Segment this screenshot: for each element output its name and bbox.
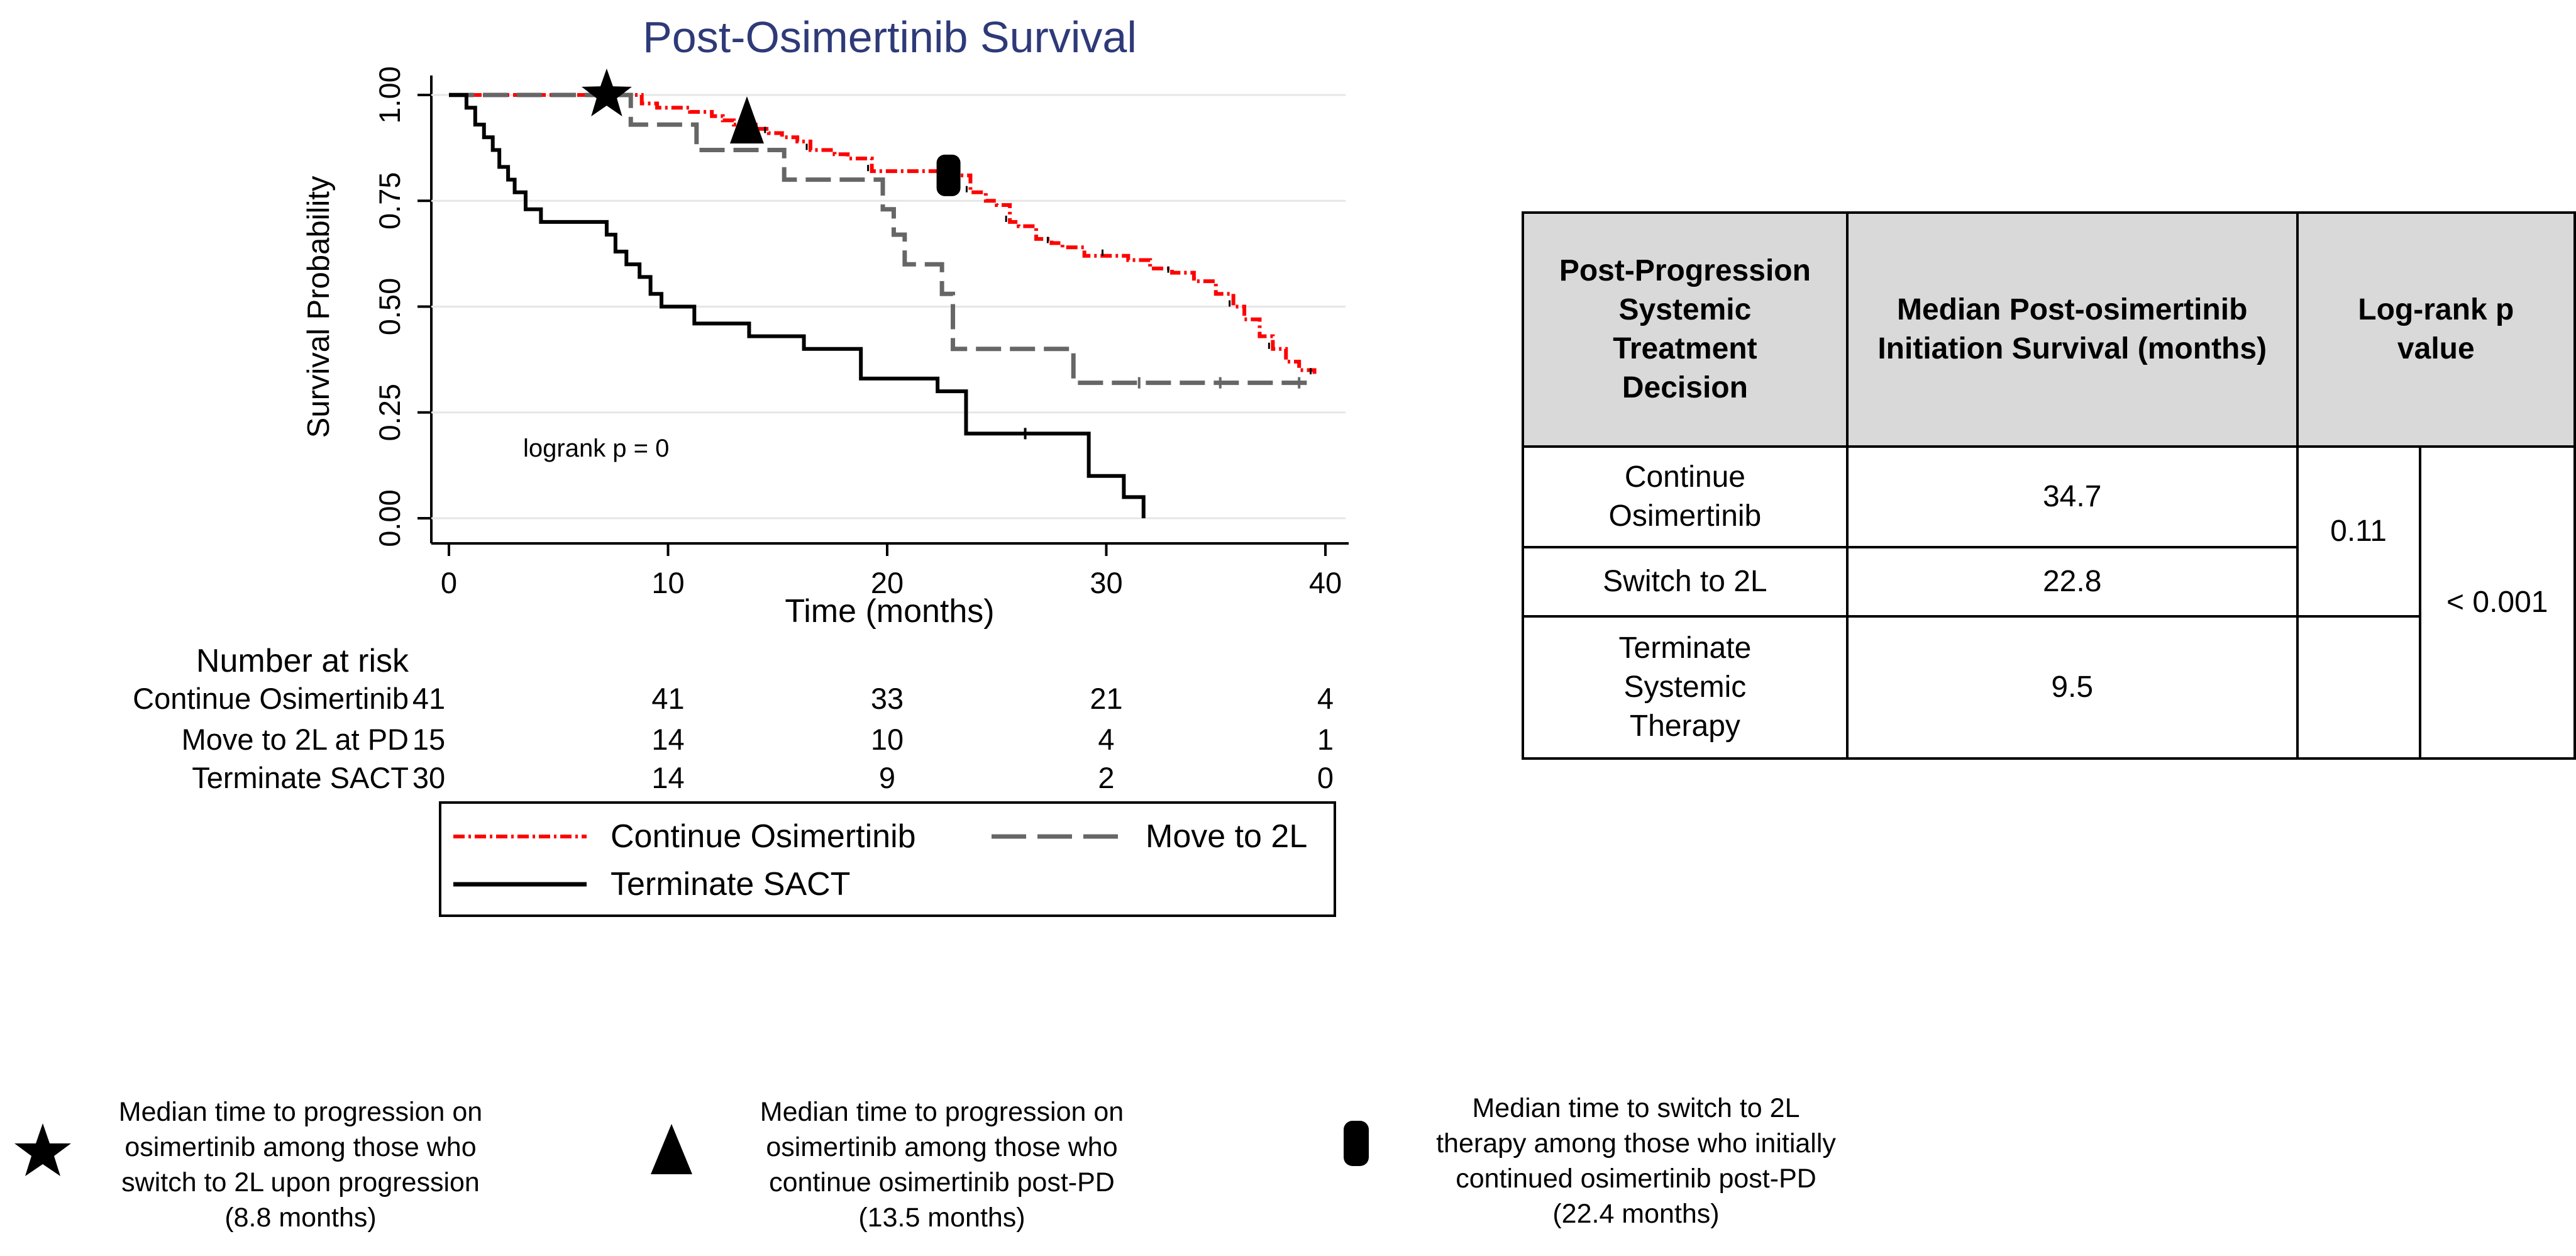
risk-count: 9 [879, 761, 895, 794]
cell-median: 34.7 [1845, 445, 2299, 548]
y-tick-label: 0.00 [373, 489, 406, 547]
risk-count: 33 [871, 682, 904, 715]
risk-count: 1 [1317, 723, 1334, 756]
table-row: Continue Osimertinib 34.7 0.11 < 0.001 [1522, 445, 2576, 760]
triangle-icon [651, 1124, 692, 1174]
x-tick-label: 30 [1090, 566, 1122, 599]
y-tick-label: 0.75 [373, 172, 406, 230]
header-decision: Post-Progression Systemic Treatment Deci… [1522, 211, 1849, 448]
risk-table-title: Number at risk [196, 643, 409, 679]
legend-label-terminate: Terminate SACT [611, 866, 850, 903]
note-line: osimertinib among those who [766, 1132, 1118, 1162]
note-line: (13.5 months) [858, 1203, 1025, 1233]
star-icon [14, 1123, 71, 1176]
risk-count: 15 [412, 723, 445, 756]
risk-count: 14 [651, 723, 684, 756]
x-tick-label: 40 [1309, 566, 1342, 599]
x-tick-label: 20 [871, 566, 904, 599]
note-line: Median time to progression on [118, 1097, 483, 1127]
risk-row-label: Continue Osimertinib [133, 682, 409, 715]
risk-count: 2 [1098, 761, 1114, 794]
x-axis-label: Time (months) [785, 593, 994, 630]
risk-count: 4 [1317, 682, 1334, 715]
table-row: Switch to 2L 22.8 [1522, 546, 2575, 618]
note-line: Median time to switch to 2L [1472, 1093, 1800, 1123]
cell-decision: Continue Osimertinib [1522, 445, 1849, 548]
y-axis-label: Survival Probability [302, 175, 336, 438]
cell-empty [2296, 615, 2421, 760]
km-curve-terminate-sact [449, 93, 1146, 518]
note-line: continued osimertinib post-PD [1456, 1164, 1816, 1194]
risk-count: 41 [412, 682, 445, 715]
y-tick-label: 0.25 [373, 384, 406, 441]
risk-count: 4 [1098, 723, 1114, 756]
cell-decision: Switch to 2L [1522, 546, 1849, 618]
legend-box [439, 801, 1336, 917]
capsule-icon [1344, 1121, 1369, 1166]
star-marker [582, 69, 632, 116]
chart-title: Post-Osimertinib Survival [643, 13, 1137, 62]
risk-row-label: Terminate SACT [192, 761, 409, 794]
capsule-marker [936, 154, 961, 196]
median-survival-table: Post-Progression Systemic Treatment Deci… [1522, 211, 2576, 760]
axis-ticks: 0.00 0.25 0.50 0.75 1.00 0 10 20 30 40 [373, 66, 1342, 599]
cell-p-pair: 0.11 [2296, 445, 2421, 618]
note-capsule: Median time to switch to 2L therapy amon… [1397, 1091, 1875, 1231]
risk-count: 0 [1317, 761, 1334, 794]
km-curve-continue-osimertinib [449, 93, 1317, 375]
note-line: osimertinib among those who [124, 1132, 477, 1162]
y-tick-label: 1.00 [373, 66, 406, 123]
risk-count: 21 [1090, 682, 1122, 715]
x-tick-label: 10 [651, 566, 684, 599]
y-tick-label: 0.50 [373, 278, 406, 335]
cell-p-overall: < 0.001 [2418, 445, 2576, 760]
km-curve-move-to-2l [449, 92, 1315, 386]
note-line: (8.8 months) [224, 1203, 377, 1233]
legend-label-2l: Move to 2L [1146, 818, 1307, 855]
event-markers [582, 69, 961, 196]
table-row: Terminate Systemic Therapy 9.5 [1522, 615, 2575, 760]
note-line: Median time to progression on [760, 1097, 1124, 1127]
risk-count: 14 [651, 761, 684, 794]
legend-label-continue: Continue Osimertinib [611, 818, 916, 855]
header-median: Median Post-osimertinib Initiation Survi… [1845, 211, 2299, 448]
x-tick-label: 0 [441, 566, 457, 599]
cell-decision: Terminate Systemic Therapy [1522, 615, 1849, 760]
risk-count: 10 [871, 723, 904, 756]
note-star: Median time to progression on osimertini… [80, 1094, 521, 1235]
cell-median: 9.5 [1845, 615, 2299, 760]
risk-count: 41 [651, 682, 684, 715]
logrank-annotation: logrank p = 0 [523, 435, 669, 462]
risk-count: 30 [412, 761, 445, 794]
header-logrank: Log-rank p value [2296, 211, 2576, 448]
note-line: continue osimertinib post-PD [769, 1167, 1115, 1198]
note-line: (22.4 months) [1552, 1199, 1720, 1229]
cell-median: 22.8 [1845, 546, 2299, 618]
triangle-marker [729, 96, 764, 144]
risk-row-label: Move to 2L at PD [182, 723, 409, 756]
table-header-row: Post-Progression Systemic Treatment Deci… [1522, 211, 2576, 448]
note-triangle: Median time to progression on osimertini… [716, 1094, 1168, 1235]
note-line: therapy among those who initially [1436, 1128, 1836, 1159]
note-line: switch to 2L upon progression [121, 1167, 480, 1198]
